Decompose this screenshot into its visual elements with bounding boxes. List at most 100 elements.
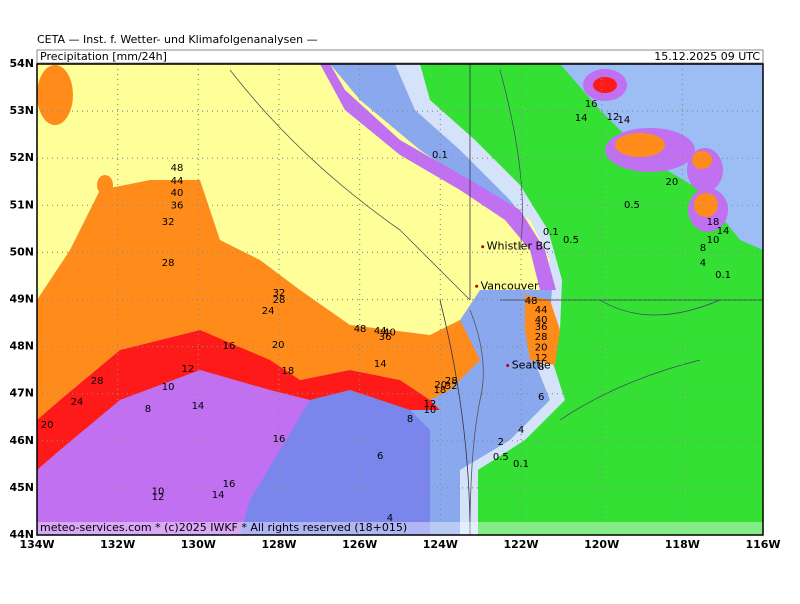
contour-label: 24 [71, 397, 84, 408]
contour-label: 14 [617, 115, 630, 126]
contour-label: 0.1 [543, 227, 559, 238]
contour-label: 28 [535, 332, 548, 343]
city-marker [506, 363, 510, 367]
lat-tick-label: 45N [9, 481, 34, 494]
lon-tick-label: 124W [423, 538, 458, 551]
contour-label: 0.1 [715, 270, 731, 281]
contour-label: 0.5 [624, 200, 640, 211]
contour-label: 6 [377, 451, 383, 462]
contour-label: 36 [535, 322, 548, 333]
contour-label: 10 [162, 382, 175, 393]
contour-label: 6 [538, 392, 544, 403]
city-marker [481, 245, 485, 249]
contour-label: 44 [535, 305, 548, 316]
lat-tick-label: 50N [9, 245, 34, 258]
contour-label: 14 [575, 113, 588, 124]
contour-labels: Whistler BCVancouverSeattle4844403632283… [41, 99, 731, 524]
lon-tick-label: 134W [19, 538, 54, 551]
header-title: CETA — Inst. f. Wetter- und Klimafolgena… [37, 33, 318, 46]
header-bar [36, 49, 764, 64]
contour-label: 48 [354, 324, 367, 335]
contour-label: 18 [282, 366, 295, 377]
contour-label: 44 [374, 326, 387, 337]
contour-label: 18 [434, 385, 447, 396]
lat-tick-label: 46N [9, 434, 34, 447]
contour-label: 32 [445, 381, 458, 392]
lat-tick-label: 52N [9, 151, 34, 164]
lon-tick-label: 132W [100, 538, 135, 551]
contour-label: 14 [192, 401, 205, 412]
lon-tick-label: 130W [181, 538, 216, 551]
contour-label: 36 [171, 200, 184, 211]
contour-label: 10 [423, 405, 436, 416]
lon-tick-label: 120W [584, 538, 619, 551]
contour-label: 28 [445, 376, 458, 387]
lat-tick-label: 44N [9, 528, 34, 541]
contour-label: 20 [434, 380, 447, 391]
contour-label: 16 [273, 434, 286, 445]
contour-label: 32 [273, 288, 286, 299]
contour-label: 24 [262, 306, 275, 317]
contour-label: 32 [162, 217, 175, 228]
city-label: Whistler BC [487, 240, 551, 253]
contour-label: 0.1 [432, 150, 448, 161]
contour-label: 4 [700, 258, 706, 269]
contour-label: 40 [383, 327, 396, 338]
contour-label: 0.1 [513, 459, 529, 470]
precip-field [37, 64, 763, 535]
contour-label: 14 [212, 490, 225, 501]
contour-label: 4 [387, 513, 393, 524]
lat-tick-label: 47N [9, 387, 34, 400]
contour-label: 28 [273, 295, 286, 306]
contour-label: 40 [535, 315, 548, 326]
contour-label: 0.5 [493, 452, 509, 463]
contour-label: 14 [717, 226, 730, 237]
lat-tick-label: 51N [9, 198, 34, 211]
contour-label: 12 [181, 364, 194, 375]
contour-label: 2 [498, 437, 504, 448]
footer-credit: meteo-services.com * (c)2025 IWKF * All … [40, 521, 407, 534]
lon-tick-label: 126W [342, 538, 377, 551]
contour-label: 8 [407, 414, 413, 425]
contour-label: 4 [518, 425, 524, 436]
lon-tick-label: 122W [503, 538, 538, 551]
contour-label: 12 [607, 112, 620, 123]
city-label: Vancouver [481, 279, 539, 292]
contour-label: 12 [535, 353, 548, 364]
contour-label: 0.5 [563, 235, 579, 246]
lon-tick-label: 118W [665, 538, 700, 551]
contour-label: 20 [272, 340, 285, 351]
contour-label: 18 [707, 217, 720, 228]
lat-tick-label: 54N [9, 57, 34, 70]
lat-tick-label: 48N [9, 340, 34, 353]
contour-label: 16 [223, 341, 236, 352]
contour-label: 48 [171, 163, 184, 174]
footer-band [37, 522, 763, 535]
lon-tick-label: 128W [261, 538, 296, 551]
contour-label: 10 [152, 487, 165, 498]
lat-tick-label: 53N [9, 104, 34, 117]
contour-label: 36 [379, 332, 392, 343]
contour-label: 28 [91, 376, 104, 387]
contour-label: 20 [41, 420, 54, 431]
contour-label: 12 [423, 399, 436, 410]
contour-label: 14 [374, 359, 387, 370]
contour-label: 8 [145, 404, 151, 415]
contour-label: 16 [223, 479, 236, 490]
city-label: Seattle [512, 358, 551, 371]
city-marker [475, 284, 479, 288]
plot-frame [36, 63, 764, 536]
contour-label: 28 [162, 258, 175, 269]
contour-label: 8 [700, 243, 706, 254]
contour-label: 20 [535, 343, 548, 354]
contour-label: 20 [665, 177, 678, 188]
contour-label: 10 [707, 235, 720, 246]
lon-tick-label: 116W [745, 538, 780, 551]
contour-label: 48 [525, 296, 538, 307]
contour-label: 12 [152, 492, 165, 503]
map-title: Precipitation [mm/24h] [40, 50, 167, 63]
contour-label: 40 [171, 188, 184, 199]
contour-label: 16 [585, 99, 598, 110]
contour-label: 8 [538, 362, 544, 373]
